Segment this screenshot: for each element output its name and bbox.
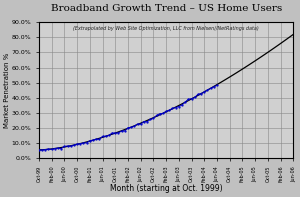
Title: Broadband Growth Trend – US Home Users: Broadband Growth Trend – US Home Users xyxy=(50,4,282,13)
Y-axis label: Market Penetration %: Market Penetration % xyxy=(4,53,10,128)
X-axis label: Month (starting at Oct. 1999): Month (starting at Oct. 1999) xyxy=(110,184,223,193)
Text: (Extrapolated by Web Site Optimization, LLC from Nielsen//NetRatings data): (Extrapolated by Web Site Optimization, … xyxy=(73,26,259,31)
